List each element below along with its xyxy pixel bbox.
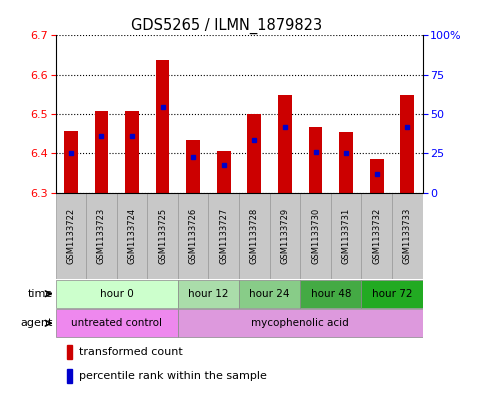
Bar xyxy=(95,111,108,193)
Bar xyxy=(217,151,231,193)
Bar xyxy=(361,280,423,308)
Text: GSM1133731: GSM1133731 xyxy=(341,208,351,264)
Bar xyxy=(370,159,384,193)
Bar xyxy=(309,127,323,193)
Text: GSM1133726: GSM1133726 xyxy=(189,208,198,264)
Bar xyxy=(147,193,178,279)
Text: untreated control: untreated control xyxy=(71,318,162,328)
Text: time: time xyxy=(28,289,53,299)
Text: GSM1133730: GSM1133730 xyxy=(311,208,320,264)
Bar xyxy=(278,95,292,193)
Text: mycophenolic acid: mycophenolic acid xyxy=(251,318,349,328)
Bar xyxy=(178,193,209,279)
Text: GDS5265 / ILMN_1879823: GDS5265 / ILMN_1879823 xyxy=(131,18,323,34)
Text: hour 48: hour 48 xyxy=(311,289,351,299)
Bar xyxy=(209,193,239,279)
Bar xyxy=(56,193,86,279)
Text: GSM1133733: GSM1133733 xyxy=(403,208,412,264)
Bar xyxy=(64,131,78,193)
Text: GSM1133727: GSM1133727 xyxy=(219,208,228,264)
Bar xyxy=(300,193,331,279)
Bar xyxy=(178,309,423,337)
Text: GSM1133732: GSM1133732 xyxy=(372,208,381,264)
Bar xyxy=(67,369,72,383)
Bar xyxy=(56,280,178,308)
Bar xyxy=(392,193,423,279)
Text: GSM1133723: GSM1133723 xyxy=(97,208,106,264)
Bar xyxy=(270,193,300,279)
Bar xyxy=(300,280,361,308)
Bar xyxy=(239,280,300,308)
Text: agent: agent xyxy=(21,318,53,328)
Bar xyxy=(178,280,239,308)
Text: GSM1133722: GSM1133722 xyxy=(66,208,75,264)
Bar xyxy=(361,193,392,279)
Bar xyxy=(56,309,178,337)
Bar xyxy=(247,114,261,193)
Text: hour 12: hour 12 xyxy=(188,289,229,299)
Bar xyxy=(239,193,270,279)
Bar xyxy=(186,140,200,193)
Text: GSM1133724: GSM1133724 xyxy=(128,208,137,264)
Bar xyxy=(339,132,353,193)
Bar xyxy=(86,193,117,279)
Text: GSM1133725: GSM1133725 xyxy=(158,208,167,264)
Text: hour 24: hour 24 xyxy=(249,289,290,299)
Bar xyxy=(125,111,139,193)
Text: GSM1133728: GSM1133728 xyxy=(250,208,259,264)
Bar xyxy=(67,345,72,360)
Text: hour 72: hour 72 xyxy=(372,289,412,299)
Text: hour 0: hour 0 xyxy=(100,289,134,299)
Text: transformed count: transformed count xyxy=(79,347,183,357)
Bar xyxy=(400,95,414,193)
Bar xyxy=(156,60,170,193)
Bar xyxy=(117,193,147,279)
Text: percentile rank within the sample: percentile rank within the sample xyxy=(79,371,267,381)
Text: GSM1133729: GSM1133729 xyxy=(281,208,289,264)
Bar xyxy=(331,193,361,279)
